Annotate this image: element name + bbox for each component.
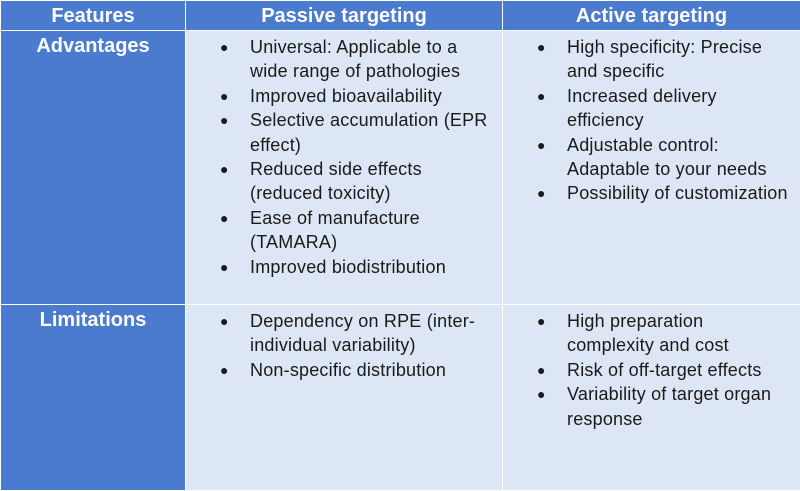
bullet-icon: ● xyxy=(537,181,546,205)
list-item-text: Ease of manufacture (TAMARA) xyxy=(250,208,420,252)
list-item: ● Improved biodistribution xyxy=(186,255,502,279)
row-label-limitations: Limitations xyxy=(1,305,186,491)
list-item: ● Ease of manufacture (TAMARA) xyxy=(186,206,502,255)
list-item: ● Reduced side effects (reduced toxicity) xyxy=(186,157,502,206)
bullet-icon: ● xyxy=(537,35,546,59)
list-item: ● Adjustable control: Adaptable to your n… xyxy=(503,133,800,182)
list-item-text: Universal: Applicable to a wide range of… xyxy=(250,37,460,81)
bullet-icon: ● xyxy=(220,309,229,333)
list-limitations-passive: ● Dependency on RPE (inter-individual var… xyxy=(186,305,502,382)
list-item-text: Risk of off-target effects xyxy=(567,360,762,380)
list-item: ● High preparation complexity and cost xyxy=(503,309,800,358)
header-active-targeting: Active targeting xyxy=(503,1,800,31)
list-item-text: Increased delivery efficiency xyxy=(567,86,717,130)
list-item-text: Improved biodistribution xyxy=(250,257,446,277)
header-features: Features xyxy=(1,1,186,31)
list-advantages-active: ●High specificity: Precise and specific … xyxy=(503,31,800,206)
cell-limitations-active: ● High preparation complexity and cost ● R… xyxy=(503,305,800,491)
list-item: ● Increased delivery efficiency xyxy=(503,84,800,133)
cell-limitations-passive: ● Dependency on RPE (inter-individual var… xyxy=(186,305,503,491)
table-header-row: Features Passive targeting Active target… xyxy=(1,1,800,31)
table-row-advantages: Advantages ● Universal: Applicable to a w… xyxy=(1,31,800,305)
bullet-icon: ● xyxy=(537,309,546,333)
list-item: ● Possibility of customization xyxy=(503,181,800,205)
bullet-icon: ● xyxy=(537,84,546,108)
bullet-icon: ● xyxy=(220,255,229,279)
list-item-text: Selective accumulation (EPR effect) xyxy=(250,110,488,154)
list-item: ● High specificity: Precise and specific xyxy=(503,35,800,84)
list-item-text: Adjustable control: Adaptable to your ne… xyxy=(567,135,767,179)
cell-advantages-active: ●High specificity: Precise and specific … xyxy=(503,31,800,305)
list-item: ● Dependency on RPE (inter-individual var… xyxy=(186,309,502,358)
bullet-icon: ● xyxy=(537,358,546,382)
list-item: ● Variability of target organ response xyxy=(503,382,800,431)
list-item-text: Possibility of customization xyxy=(567,183,788,203)
list-item: ● Selective accumulation (EPR effect) xyxy=(186,108,502,157)
header-passive-targeting: Passive targeting xyxy=(186,1,503,31)
list-item-text: High specificity: Precise and specific xyxy=(567,37,762,81)
list-item: ● Risk of off-target effects xyxy=(503,358,800,382)
bullet-icon: ● xyxy=(220,84,229,108)
list-item: ● Improved bioavailability xyxy=(186,84,502,108)
bullet-icon: ● xyxy=(220,35,229,59)
list-item-text: Non-specific distribution xyxy=(250,360,446,380)
bullet-icon: ● xyxy=(220,358,229,382)
list-item: ● Non-specific distribution xyxy=(186,358,502,382)
bullet-icon: ● xyxy=(537,382,546,406)
list-limitations-active: ● High preparation complexity and cost ● R… xyxy=(503,305,800,431)
list-advantages-passive: ● Universal: Applicable to a wide range o… xyxy=(186,31,502,279)
bullet-icon: ● xyxy=(537,133,546,157)
list-item-text: Variability of target organ response xyxy=(567,384,771,428)
list-item-text: Reduced side effects (reduced toxicity) xyxy=(250,159,422,203)
list-item: ● Universal: Applicable to a wide range o… xyxy=(186,35,502,84)
row-label-advantages: Advantages xyxy=(1,31,186,305)
list-item-text: Improved bioavailability xyxy=(250,86,442,106)
bullet-icon: ● xyxy=(220,206,229,230)
bullet-icon: ● xyxy=(220,157,229,181)
list-item-text: High preparation complexity and cost xyxy=(567,311,729,355)
cell-advantages-passive: ● Universal: Applicable to a wide range o… xyxy=(186,31,503,305)
list-item-text: Dependency on RPE (inter-individual vari… xyxy=(250,311,475,355)
table-row-limitations: Limitations ● Dependency on RPE (inter-in… xyxy=(1,305,800,491)
bullet-icon: ● xyxy=(220,108,229,132)
